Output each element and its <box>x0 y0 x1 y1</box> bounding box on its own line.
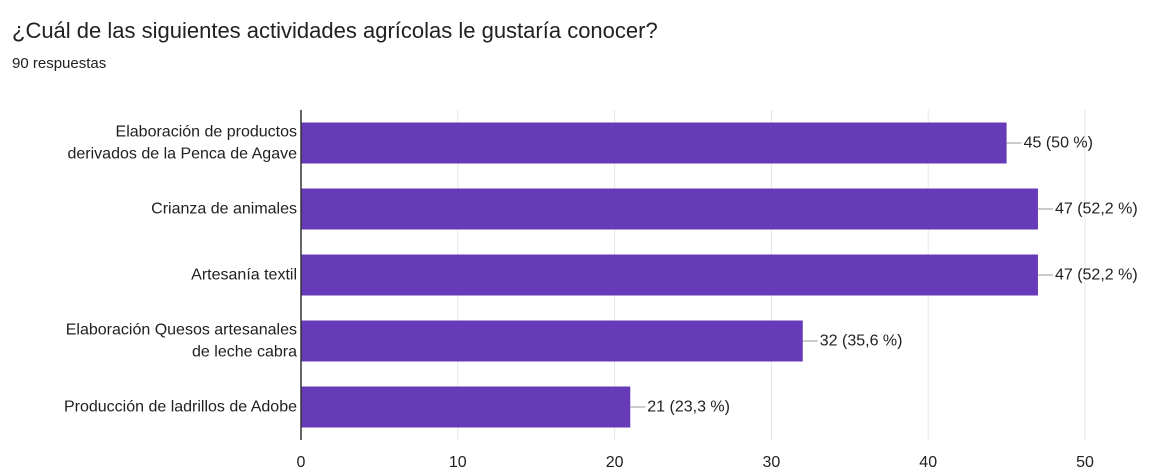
data-label: 45 (50 %) <box>1024 135 1093 152</box>
data-label: 47 (52,2 %) <box>1055 201 1138 218</box>
tick-label: 20 <box>606 454 624 471</box>
category-label: Artesanía textil <box>191 267 297 284</box>
tick-label: 40 <box>919 454 937 471</box>
tick-label: 0 <box>297 454 306 471</box>
category-label: Elaboración de productos <box>116 124 297 141</box>
bar <box>301 254 1038 296</box>
tick-label: 30 <box>763 454 781 471</box>
category-label: de leche cabra <box>192 344 297 361</box>
data-label: 32 (35,6 %) <box>820 333 903 350</box>
category-label: Producción de ladrillos de Adobe <box>64 399 297 416</box>
question-title: ¿Cuál de las siguientes actividades agrí… <box>12 18 658 43</box>
tick-label: 10 <box>449 454 467 471</box>
bar <box>301 188 1038 230</box>
response-count: 90 respuestas <box>12 55 107 72</box>
category-label: Crianza de animales <box>151 201 297 218</box>
bar <box>301 320 803 362</box>
bar <box>301 122 1007 164</box>
tick-label: 50 <box>1076 454 1094 471</box>
category-label: derivados de la Penca de Agave <box>68 146 298 163</box>
bar <box>301 386 631 428</box>
data-label: 47 (52,2 %) <box>1055 267 1138 284</box>
category-label: Elaboración Quesos artesanales <box>66 322 297 339</box>
data-label: 21 (23,3 %) <box>647 399 730 416</box>
